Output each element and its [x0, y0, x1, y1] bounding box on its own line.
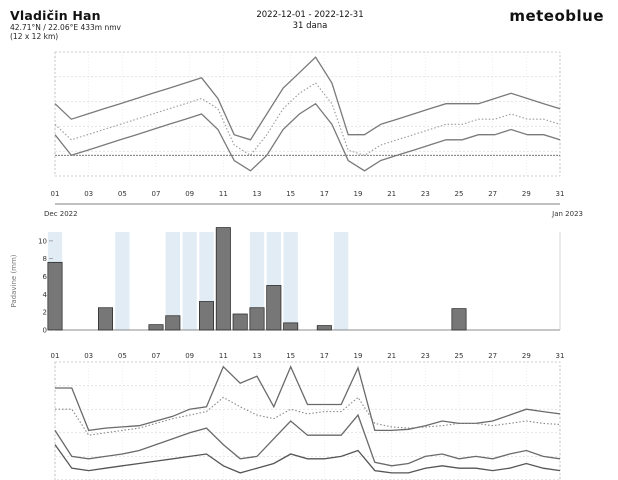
precip-bar [316, 325, 332, 331]
x-tick-label: 07 [152, 190, 161, 198]
plot-frame [54, 361, 561, 480]
series-line-0 [54, 56, 561, 141]
x-tick-label: 23 [421, 352, 430, 360]
location-coords: 42.71°N / 22.06°E 433m nmv [10, 23, 121, 32]
x-tick-label: 13 [253, 190, 262, 198]
x-tick-label: 19 [354, 352, 363, 360]
x-tick-label: 23 [421, 190, 430, 198]
date-header: 2022-12-01 - 2022-12-31 31 dana [230, 10, 390, 32]
x-tick-label: 17 [320, 190, 329, 198]
y-tick-label: 6 [43, 273, 48, 281]
precip-bar [165, 315, 181, 331]
x-tick-label: 15 [286, 190, 295, 198]
x-tick-label: 07 [152, 352, 161, 360]
series-line-2 [54, 102, 561, 172]
precip-bar [198, 301, 215, 331]
series-line-3 [54, 444, 561, 474]
x-tick-label: 13 [253, 352, 262, 360]
grid-resolution: (12 x 12 km) [10, 32, 59, 41]
x-tick-label: 29 [522, 352, 531, 360]
series-line-0 [55, 365, 561, 432]
precip-bar [47, 261, 63, 331]
x-tick-label: 05 [118, 352, 127, 360]
precip-hour-band [249, 232, 265, 330]
location-name: Vladičin Han [10, 8, 101, 23]
y-tick-label: 2 [43, 309, 47, 317]
x-tick-label: 21 [387, 190, 396, 198]
precip-bar [97, 307, 114, 331]
x-tick-label: 19 [354, 190, 363, 198]
y-tick-label: 8 [43, 255, 47, 263]
chart-1: 01 03 05 07 09 11 13 15 17 19 21 23 25 27 29 31 [51, 51, 565, 198]
x-tick-label: 25 [455, 352, 464, 360]
x-tick-label: 15 [286, 352, 295, 360]
x-tick-label: 31 [556, 352, 565, 360]
precip-hour-band [115, 232, 130, 330]
chart-2: 0 2 4 6 8 10 Padavine (mm) [10, 227, 561, 335]
x-tick-label: 21 [387, 352, 396, 360]
x-tick-label: 05 [118, 190, 127, 198]
x-tick-label: 29 [522, 190, 531, 198]
series-line-1 [55, 396, 561, 436]
plot-frame [54, 51, 561, 177]
y-tick-label: 0 [43, 327, 47, 335]
precip-hour-band [283, 232, 298, 330]
precip-bar [232, 313, 248, 331]
y-tick-label: 4 [43, 291, 48, 299]
x-tick-label: 27 [488, 190, 497, 198]
end-date-label: Jan 2023 [551, 210, 583, 218]
y-tick-label: 10 [38, 237, 47, 245]
x-tick-label: 09 [185, 352, 194, 360]
precip-bar [266, 285, 282, 331]
start-date-label: Dec 2022 [44, 210, 78, 218]
x-tick-label: 03 [84, 352, 93, 360]
precip-bar [451, 308, 467, 331]
y-axis-label: Padavine (mm) [10, 254, 18, 307]
precip-hour-band [182, 232, 197, 330]
chart-3: 01 03 05 07 09 11 13 15 17 19 21 23 25 27 29 31 [51, 352, 565, 480]
precip-bar [215, 227, 231, 331]
precip-bar [249, 307, 265, 331]
x-tick-label: 27 [488, 352, 497, 360]
x-tick-label: 03 [84, 190, 93, 198]
precip-hour-band [334, 232, 349, 330]
series-line-2 [54, 413, 561, 467]
precip-hour-band [165, 232, 180, 330]
day-count: 31 dana [292, 21, 328, 31]
x-tick-label: 01 [51, 352, 60, 360]
location-header: Vladičin Han 42.71°N / 22.06°E 433m nmv … [10, 8, 230, 41]
x-tick-label: 01 [51, 190, 60, 198]
x-tick-label: 17 [320, 352, 329, 360]
x-tick-label: 09 [185, 190, 194, 198]
series-line-1 [54, 82, 561, 157]
x-tick-label: 11 [219, 352, 228, 360]
brand-logo[interactable]: meteoblue [509, 7, 604, 25]
x-tick-label: 31 [556, 190, 565, 198]
date-range: 2022-12-01 - 2022-12-31 [256, 10, 364, 20]
x-tick-label: 25 [455, 190, 464, 198]
x-tick-label: 11 [219, 190, 228, 198]
precip-bar [148, 324, 164, 331]
precip-bar [283, 322, 299, 331]
